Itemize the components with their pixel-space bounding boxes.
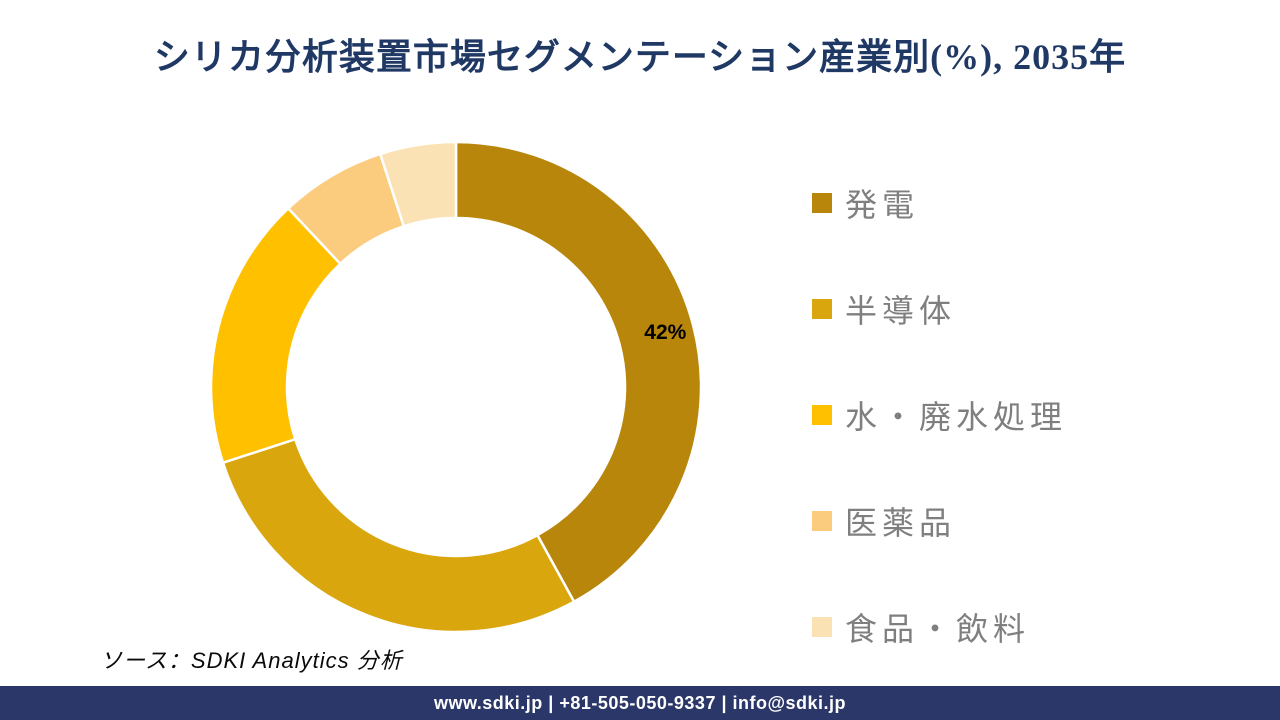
- chart-title: シリカ分析装置市場セグメンテーション産業別(%), 2035年: [153, 37, 1127, 77]
- legend-label: 食品・飲料: [845, 611, 1031, 647]
- legend-item-semiconductor: 半導体: [812, 286, 1067, 332]
- legend-item-pharmaceutical: 医薬品: [812, 498, 1067, 544]
- legend-label: 発電: [845, 187, 920, 223]
- legend: 発電 半導体 水・廃水処理 医薬品 食品・飲料: [812, 180, 1067, 650]
- footer-bar: www.sdki.jp | +81-505-050-9337 | info@sd…: [0, 686, 1280, 720]
- donut-chart: 42%: [209, 140, 703, 634]
- legend-swatch-water-wastewater: [812, 405, 832, 425]
- footer-contact-text: www.sdki.jp | +81-505-050-9337 | info@sd…: [433, 692, 847, 713]
- legend-item-power-generation: 発電: [812, 180, 1067, 226]
- donut-segment-1: [221, 437, 576, 634]
- donut-segment-2: [209, 207, 342, 464]
- legend-label: 水・廃水処理: [845, 399, 1068, 435]
- data-label-segment-0: 42%: [644, 321, 686, 344]
- legend-swatch-power-generation: [812, 193, 832, 213]
- legend-item-food-beverage: 食品・飲料: [812, 604, 1067, 650]
- source-note: ソース：SDKI Analytics 分析: [100, 648, 403, 673]
- legend-swatch-food-beverage: [812, 617, 832, 637]
- donut-segment-0: [454, 140, 703, 603]
- legend-swatch-pharmaceutical: [812, 511, 832, 531]
- donut-segment-4: [379, 140, 458, 228]
- legend-swatch-semiconductor: [812, 299, 832, 319]
- legend-label: 医薬品: [845, 505, 957, 541]
- legend-item-water-wastewater: 水・廃水処理: [812, 392, 1067, 438]
- legend-label: 半導体: [845, 293, 957, 329]
